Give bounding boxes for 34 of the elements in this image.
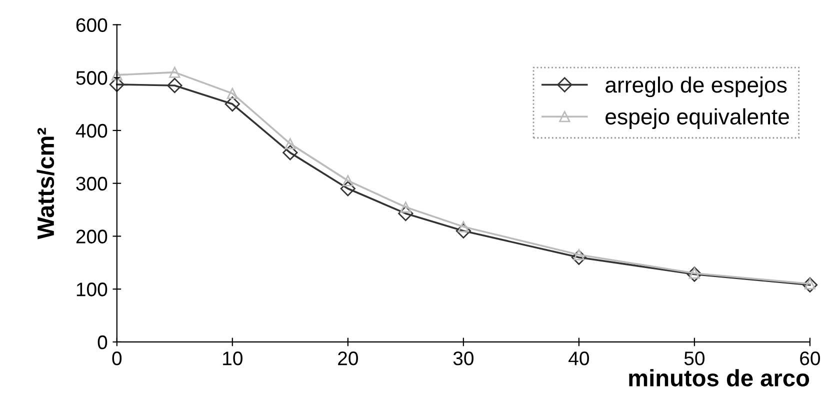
point: [282, 145, 298, 160]
legend-label: espejo equivalente: [606, 108, 789, 129]
point: [400, 202, 412, 213]
y-tick-label: 600: [76, 18, 108, 32]
x-tick-label: 50: [684, 352, 704, 366]
x-tick-label: 40: [568, 352, 589, 366]
x-axis-title: minutos de arco: [629, 369, 810, 386]
point: [398, 206, 414, 222]
legend-label: arreglo de espejos: [606, 76, 787, 98]
point: [456, 223, 471, 238]
point: [571, 250, 587, 265]
y-tick-label: 0: [98, 335, 108, 350]
point: [802, 277, 818, 292]
point: [224, 96, 240, 112]
y-tick-label: 200: [76, 230, 108, 244]
point: [226, 88, 238, 100]
x-tick-label: 30: [453, 352, 474, 366]
x-tick-label: 0: [112, 352, 122, 366]
y-tick-label: 100: [76, 282, 108, 296]
x-tick-label: 20: [338, 352, 358, 366]
point: [169, 66, 180, 78]
y-tick-label: 400: [76, 124, 108, 138]
y-tick-label: 300: [76, 176, 108, 191]
point: [109, 76, 124, 92]
x-tick-label: 60: [800, 352, 820, 366]
point: [111, 69, 122, 81]
y-tick-label: 500: [76, 71, 108, 85]
point: [284, 138, 296, 150]
x-tick-label: 10: [223, 352, 242, 366]
point: [167, 78, 182, 94]
point: [342, 175, 354, 186]
y-axis-title: Watts/cm²: [36, 128, 54, 240]
point: [340, 181, 356, 196]
point: [686, 266, 702, 282]
